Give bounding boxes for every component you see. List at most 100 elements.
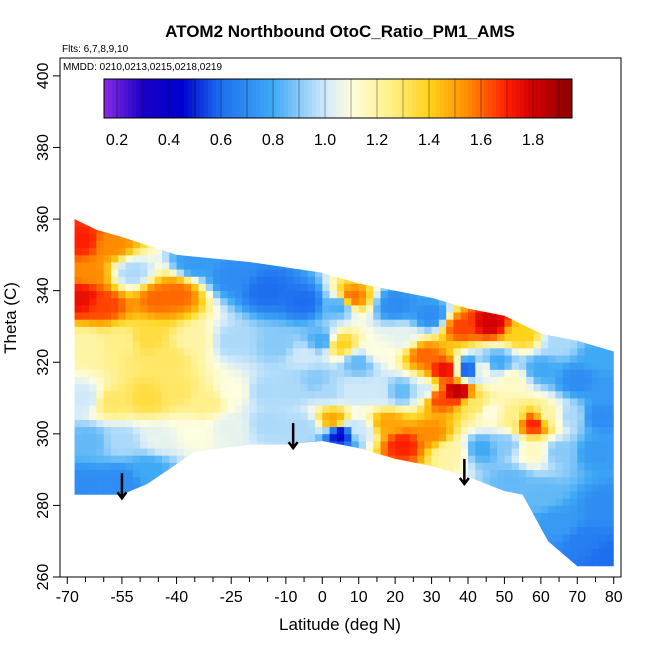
- heatmap-cell: [409, 240, 418, 249]
- heatmap-cell: [497, 419, 505, 428]
- heatmap-cell: [118, 169, 126, 177]
- heatmap-cell: [446, 519, 454, 528]
- heatmap-cell: [205, 262, 214, 270]
- heatmap-cell: [344, 276, 352, 284]
- heatmap-cell: [315, 398, 323, 406]
- colorbar-swatch: [476, 79, 481, 118]
- heatmap-cell: [468, 512, 476, 521]
- heatmap-cell: [256, 269, 265, 277]
- heatmap-cell: [285, 283, 294, 292]
- heatmap-cell: [614, 505, 622, 513]
- heatmap-cell: [125, 326, 134, 335]
- heatmap-cell: [132, 498, 141, 506]
- heatmap-cell: [555, 312, 564, 320]
- heatmap-cell: [293, 312, 301, 320]
- colorbar-swatch: [108, 79, 113, 118]
- heatmap-cell: [584, 455, 593, 463]
- heatmap-cell: [409, 491, 418, 499]
- heatmap-cell: [533, 247, 542, 256]
- heatmap-cell: [227, 276, 236, 284]
- heatmap-cell: [191, 233, 199, 241]
- heatmap-cell: [562, 476, 571, 485]
- heatmap-cell: [475, 390, 483, 399]
- heatmap-cell: [118, 304, 126, 313]
- heatmap-cell: [74, 548, 83, 556]
- heatmap-cell: [358, 376, 367, 385]
- heatmap-cell: [220, 376, 228, 385]
- heatmap-cell: [285, 219, 294, 227]
- heatmap-cell: [271, 340, 279, 349]
- colorbar-swatch: [148, 79, 153, 118]
- colorbar-tick-label: 1.0: [314, 132, 336, 149]
- heatmap-cell: [315, 247, 323, 256]
- heatmap-cell: [591, 562, 600, 567]
- heatmap-cell: [81, 233, 90, 241]
- heatmap-cell: [606, 269, 614, 277]
- heatmap-cell: [132, 376, 141, 385]
- heatmap-cell: [220, 269, 228, 277]
- heatmap-cell: [89, 190, 97, 198]
- heatmap-cell: [205, 498, 214, 506]
- heatmap-cell: [271, 283, 279, 292]
- heatmap-cell: [351, 312, 360, 320]
- heatmap-cell: [497, 476, 505, 485]
- colorbar-swatch: [504, 79, 509, 118]
- heatmap-cell: [74, 483, 75, 492]
- heatmap-cell: [570, 390, 578, 399]
- heatmap-cell: [183, 340, 192, 349]
- heatmap-cell: [96, 390, 105, 399]
- heatmap-cell: [75, 169, 83, 177]
- heatmap-cell: [417, 326, 425, 335]
- heatmap-cell: [234, 440, 243, 449]
- heatmap-cell: [191, 247, 199, 256]
- heatmap-cell: [140, 398, 148, 406]
- heatmap-cell: [460, 347, 469, 356]
- heatmap-cell: [256, 383, 265, 392]
- heatmap-cell: [511, 340, 520, 349]
- heatmap-cell: [154, 247, 163, 256]
- heatmap-cell: [329, 247, 338, 256]
- heatmap-cell: [315, 347, 323, 356]
- heatmap-cell: [438, 269, 447, 277]
- heatmap-cell: [322, 455, 330, 463]
- heatmap-cell: [75, 162, 83, 170]
- heatmap-cell: [242, 433, 250, 442]
- heatmap-cell: [234, 476, 243, 485]
- heatmap-cell: [475, 355, 483, 363]
- heatmap-cell: [409, 448, 418, 456]
- heatmap-cell: [81, 541, 90, 549]
- heatmap-cell: [213, 462, 221, 471]
- heatmap-cell: [132, 448, 141, 456]
- heatmap-cell: [74, 376, 83, 385]
- heatmap-cell: [322, 505, 330, 513]
- heatmap-cell: [242, 326, 250, 335]
- heatmap-cell: [489, 534, 498, 542]
- heatmap-cell: [315, 383, 323, 392]
- heatmap-cell: [227, 355, 236, 363]
- heatmap-cell: [548, 491, 556, 499]
- heatmap-cell: [205, 398, 214, 406]
- heatmap-cell: [387, 226, 396, 234]
- heatmap-cell: [74, 398, 75, 406]
- heatmap-cell: [293, 362, 301, 370]
- heatmap-cell: [111, 462, 119, 471]
- heatmap-cell: [81, 412, 90, 420]
- heatmap-cell: [169, 347, 177, 356]
- heatmap-cell: [468, 362, 476, 370]
- heatmap-cell: [183, 240, 192, 249]
- heatmap-cell: [154, 383, 163, 392]
- colorbar-swatch: [332, 79, 337, 118]
- heatmap-cell: [409, 390, 418, 399]
- heatmap-cell: [577, 483, 585, 492]
- heatmap-cell: [256, 262, 265, 270]
- heatmap-cell: [118, 254, 126, 263]
- heatmap-cell: [409, 333, 418, 342]
- heatmap-cell: [176, 483, 185, 492]
- heatmap-cell: [162, 219, 170, 220]
- heatmap-cell: [74, 426, 83, 435]
- heatmap-cell: [591, 312, 600, 320]
- heatmap-cell: [431, 412, 440, 420]
- heatmap-cell: [300, 262, 309, 270]
- y-tick-label: 360: [35, 206, 52, 233]
- heatmap-cell: [271, 326, 279, 335]
